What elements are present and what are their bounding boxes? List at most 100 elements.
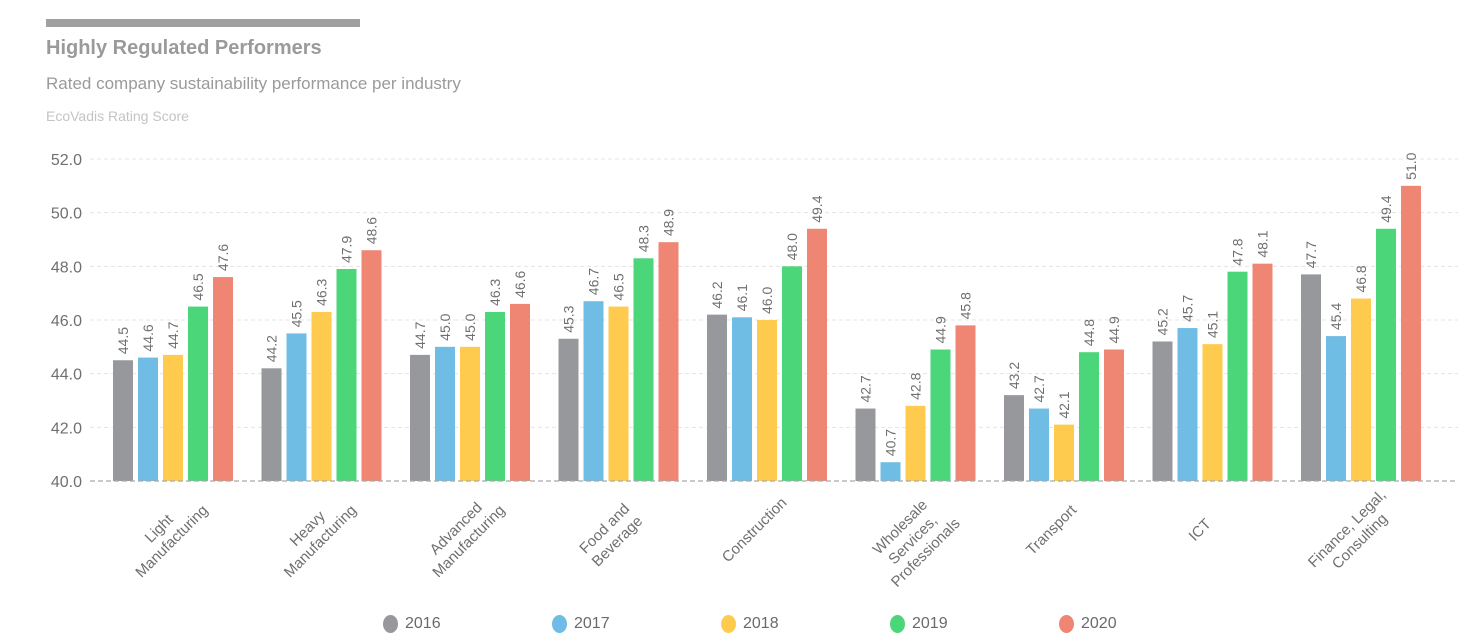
bar-2016 bbox=[1004, 395, 1024, 481]
bar-2017 bbox=[880, 462, 901, 481]
bar-2019 bbox=[336, 269, 357, 481]
bar-2016 bbox=[113, 360, 133, 481]
data-label: 45.1 bbox=[1205, 311, 1221, 338]
data-label: 45.3 bbox=[561, 305, 577, 332]
data-label: 40.7 bbox=[883, 429, 899, 456]
y-tick-label: 50.0 bbox=[51, 206, 82, 223]
legend-item-2017: 2017 bbox=[552, 615, 610, 633]
legend-dot-icon bbox=[383, 615, 398, 633]
legend-item-2018: 2018 bbox=[721, 615, 779, 633]
chart-subtitle: Rated company sustainability performance… bbox=[46, 74, 461, 93]
bar-chart: 40.0 42.0 44.0 46.0 48.0 50.0 52.0 44.5 44.6 44.7… bbox=[51, 152, 1458, 591]
y-tick-label: 48.0 bbox=[51, 259, 82, 276]
data-label: 44.9 bbox=[933, 316, 949, 343]
bar-2019 bbox=[188, 306, 208, 481]
bar-2020 bbox=[955, 325, 976, 481]
data-label: 46.0 bbox=[759, 287, 775, 314]
data-label: 44.8 bbox=[1081, 319, 1097, 346]
data-label: 46.3 bbox=[314, 278, 330, 305]
legend-label: 2018 bbox=[743, 615, 779, 632]
data-label: 51.0 bbox=[1403, 152, 1419, 179]
x-tick-label: HeavyManufacturing bbox=[268, 489, 360, 581]
chart-title: Highly Regulated Performers bbox=[46, 37, 322, 59]
y-tick-label: 46.0 bbox=[51, 313, 82, 330]
data-label: 48.9 bbox=[661, 209, 677, 236]
data-label: 45.0 bbox=[462, 313, 478, 340]
data-label: 47.9 bbox=[339, 236, 355, 263]
bar-2018 bbox=[1054, 424, 1074, 481]
data-label: 44.7 bbox=[412, 321, 428, 348]
legend-item-2016: 2016 bbox=[383, 615, 441, 633]
x-tick-label: Food andBeverage bbox=[576, 500, 646, 570]
bar-2018 bbox=[608, 306, 629, 481]
bar-2019 bbox=[1079, 352, 1099, 481]
bar-2020 bbox=[361, 250, 382, 481]
data-label: 46.8 bbox=[1353, 265, 1369, 292]
bar-2020 bbox=[1104, 349, 1124, 481]
bar-2018 bbox=[311, 311, 332, 481]
bar-2018 bbox=[1202, 344, 1223, 481]
x-tick-label: WholesaleServices,Professionals bbox=[862, 489, 963, 590]
data-label: 44.6 bbox=[140, 324, 156, 351]
bar-2016 bbox=[558, 338, 579, 481]
bar-2018 bbox=[757, 320, 777, 481]
data-label: 46.1 bbox=[734, 284, 750, 311]
legend-dot-icon bbox=[890, 615, 905, 633]
legend-label: 2017 bbox=[574, 615, 610, 632]
legend-label: 2020 bbox=[1081, 615, 1117, 632]
data-label: 47.8 bbox=[1230, 238, 1246, 265]
data-label: 47.7 bbox=[1303, 241, 1319, 268]
y-axis-unit-label: EcoVadis Rating Score bbox=[46, 108, 189, 124]
data-label: 42.7 bbox=[858, 375, 874, 402]
bar-2017 bbox=[732, 317, 752, 481]
legend-dot-icon bbox=[721, 615, 736, 633]
bar-2016 bbox=[261, 368, 282, 481]
bar-2020 bbox=[510, 303, 530, 481]
header-accent-bar bbox=[46, 19, 360, 27]
bar-2018 bbox=[1351, 298, 1371, 481]
bar-2017 bbox=[286, 333, 307, 481]
y-tick-label: 40.0 bbox=[51, 474, 82, 491]
y-tick-label: 42.0 bbox=[51, 420, 82, 437]
data-label: 42.7 bbox=[1031, 375, 1047, 402]
bar-2020 bbox=[658, 242, 679, 481]
data-label: 43.2 bbox=[1006, 362, 1022, 389]
bar-2017 bbox=[1177, 328, 1198, 481]
bar-2017 bbox=[1029, 408, 1049, 481]
bar-2019 bbox=[1227, 271, 1248, 481]
data-label: 48.6 bbox=[364, 217, 380, 244]
data-label: 48.1 bbox=[1255, 230, 1271, 257]
legend-dot-icon bbox=[1059, 615, 1074, 633]
x-tick-label: Transport bbox=[1023, 501, 1081, 559]
legend-label: 2019 bbox=[912, 615, 948, 632]
bar-2020 bbox=[1401, 185, 1421, 482]
bar-2019 bbox=[485, 311, 505, 481]
bar-2019 bbox=[782, 266, 802, 481]
data-label: 46.7 bbox=[586, 268, 602, 295]
bar-2019 bbox=[930, 349, 951, 481]
data-label: 45.8 bbox=[958, 292, 974, 319]
legend-item-2019: 2019 bbox=[890, 615, 948, 633]
data-label: 49.4 bbox=[809, 195, 825, 222]
legend-item-2020: 2020 bbox=[1059, 615, 1117, 633]
data-label: 45.4 bbox=[1328, 303, 1344, 330]
data-label: 46.6 bbox=[512, 270, 528, 297]
data-label: 45.0 bbox=[437, 313, 453, 340]
y-tick-label: 52.0 bbox=[51, 152, 82, 169]
chart-legend: 2016 2017 2018 2019 2020 bbox=[0, 615, 1471, 639]
legend-dot-icon bbox=[552, 615, 567, 633]
bar-2019 bbox=[1376, 228, 1396, 481]
data-label: 46.3 bbox=[487, 278, 503, 305]
data-label: 47.6 bbox=[215, 244, 231, 271]
bar-2016 bbox=[855, 408, 876, 481]
x-tick-label: AdvancedManufacturing bbox=[417, 489, 509, 581]
x-tick-label: Finance, Legal,Consulting bbox=[1305, 486, 1402, 583]
bar-2016 bbox=[1152, 341, 1173, 481]
x-tick-label: ICT bbox=[1186, 516, 1215, 545]
data-label: 42.8 bbox=[908, 372, 924, 399]
bar-2020 bbox=[1252, 263, 1273, 481]
data-label: 42.1 bbox=[1056, 391, 1072, 418]
data-label: 46.2 bbox=[709, 281, 725, 308]
bar-2017 bbox=[435, 346, 455, 481]
data-label: 49.4 bbox=[1378, 195, 1394, 222]
